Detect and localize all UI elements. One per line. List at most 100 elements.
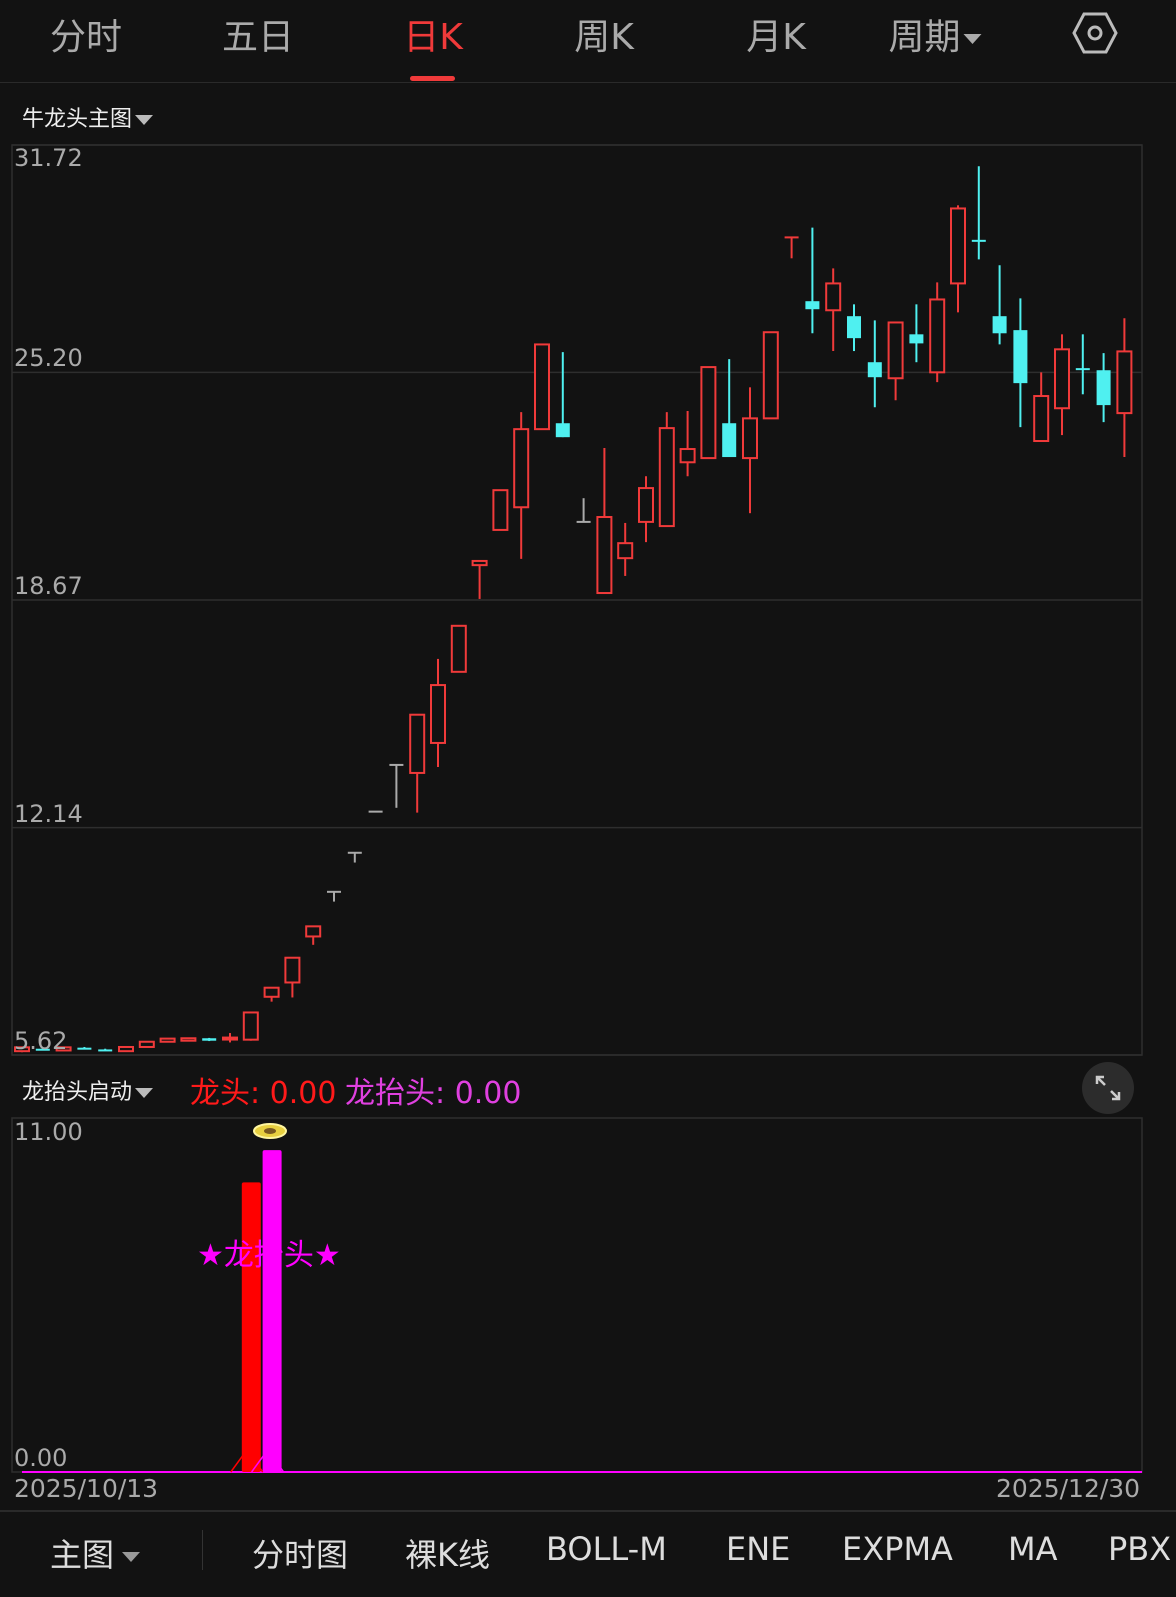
candle-body — [847, 316, 861, 339]
sub-y-tick-label: 11.00 — [14, 1118, 83, 1146]
candle-body — [700, 366, 717, 460]
candle-body — [430, 684, 446, 744]
toolbar-item[interactable]: PBX — [1108, 1530, 1172, 1568]
candle-body — [867, 362, 882, 378]
candle-body — [347, 851, 362, 854]
candle-body — [1116, 350, 1133, 415]
candle-body — [762, 331, 779, 420]
toolbar-item[interactable]: 分时图 — [252, 1536, 349, 1574]
candle-body — [242, 1011, 259, 1041]
candle-body — [284, 956, 301, 984]
tab-period-label: 周期 — [888, 17, 961, 58]
candle-body — [784, 236, 799, 239]
sub-y-tick-label: 0.00 — [14, 1444, 68, 1472]
active-tab-indicator — [410, 76, 455, 81]
candle-body — [825, 282, 842, 312]
candle-body — [492, 489, 509, 531]
candle-body — [596, 516, 613, 595]
candle-body — [576, 520, 591, 523]
candle-body — [1054, 348, 1070, 410]
candle-body — [617, 542, 634, 560]
main-indicator-label: 牛龙头主图 — [22, 107, 133, 132]
candle-body — [14, 1046, 30, 1053]
tab-monthly-k[interactable]: 月K — [746, 17, 806, 58]
candle-body — [98, 1049, 113, 1052]
sub-panel-frame — [11, 1117, 1143, 1473]
candle-body — [55, 1046, 72, 1052]
chevron-down-icon — [135, 115, 154, 125]
chevron-down-icon — [122, 1552, 141, 1562]
toolbar-item[interactable]: MA — [1008, 1530, 1058, 1568]
candle-body — [35, 1048, 50, 1051]
candle-body — [929, 298, 946, 374]
legend-dragon-head: 龙头: 0.00 — [190, 1076, 337, 1111]
candle-body — [138, 1040, 155, 1048]
candle-body — [471, 559, 488, 567]
y-tick-label: 31.72 — [14, 144, 83, 172]
sub-indicator-selector[interactable]: 龙抬头启动 — [22, 1074, 154, 1106]
candle-body — [202, 1038, 217, 1041]
tab-intraday[interactable]: 分时 — [49, 17, 123, 58]
candle-body — [534, 343, 550, 431]
toolbar-item[interactable]: ENE — [726, 1530, 791, 1568]
main-chart-selector[interactable]: 主图 — [50, 1530, 141, 1576]
candle-body — [409, 713, 426, 774]
x-start-date: 2025/10/13 — [14, 1474, 159, 1503]
candle-body — [1075, 368, 1090, 371]
candle-body — [389, 763, 404, 766]
indicator-bar — [241, 1182, 261, 1472]
candle-body — [180, 1037, 197, 1042]
gold-coin-icon-center — [264, 1128, 276, 1134]
main-indicator-selector[interactable]: 牛龙头主图 — [22, 101, 154, 133]
candle-body — [118, 1045, 134, 1053]
candle-body — [513, 428, 530, 509]
y-tick-label: 5.62 — [14, 1027, 68, 1055]
header-divider — [0, 82, 1176, 83]
candle-body — [658, 427, 675, 528]
sub-indicator-label: 龙抬头启动 — [22, 1080, 133, 1105]
toolbar-item[interactable]: EXPMA — [842, 1530, 953, 1568]
toolbar-separator — [202, 1530, 203, 1570]
candle-body — [992, 316, 1007, 334]
hexagon-settings-icon[interactable] — [1072, 12, 1118, 54]
toolbar-divider — [0, 1510, 1176, 1512]
indicator-bar — [262, 1150, 282, 1472]
y-tick-label: 18.67 — [14, 572, 83, 600]
candle-body — [909, 334, 924, 344]
candle-body — [159, 1037, 176, 1043]
candle-body — [368, 810, 383, 813]
candle-body — [555, 423, 570, 438]
candle-body — [950, 207, 966, 285]
tab-daily-k[interactable]: 日K — [403, 17, 463, 58]
candle-body — [327, 890, 341, 893]
chevron-down-icon — [135, 1088, 154, 1098]
x-end-date: 2025/12/30 — [996, 1474, 1141, 1503]
candle-body — [77, 1047, 92, 1050]
tab-weekly-k[interactable]: 周K — [574, 17, 634, 58]
toolbar-item[interactable]: 裸K线 — [405, 1536, 490, 1574]
chevron-down-icon — [963, 34, 982, 44]
expand-arrows-icon — [1095, 1075, 1121, 1101]
tab-period[interactable]: 周期 — [888, 8, 982, 60]
candle-body — [971, 239, 986, 242]
candle-body — [1096, 370, 1111, 406]
main-chart-label: 主图 — [50, 1536, 115, 1574]
y-tick-label: 25.20 — [14, 344, 83, 372]
candle-body — [722, 423, 737, 458]
candle-body — [887, 321, 904, 380]
dragon-raise-annotation: ★龙抬头★ — [197, 1238, 341, 1273]
expand-button[interactable] — [1082, 1062, 1134, 1114]
candle-body — [305, 925, 322, 938]
y-tick-label: 12.14 — [14, 800, 83, 828]
candle-body — [1013, 330, 1028, 384]
candle-body — [263, 986, 280, 998]
toolbar-item[interactable]: BOLL-M — [546, 1530, 667, 1568]
candle-body — [679, 448, 696, 464]
candle-body — [222, 1036, 238, 1041]
candle-body — [638, 487, 654, 523]
candle-body — [450, 624, 467, 673]
candle-body — [742, 417, 758, 460]
tab-five-day[interactable]: 五日 — [221, 17, 295, 58]
indicator-marker-line — [250, 1448, 285, 1473]
